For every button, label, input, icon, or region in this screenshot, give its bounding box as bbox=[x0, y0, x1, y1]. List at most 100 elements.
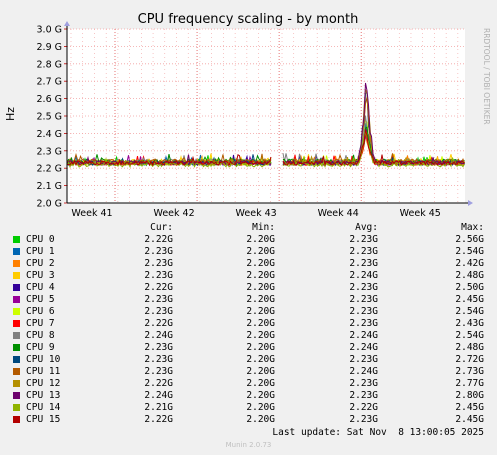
legend-row: CPU 1 2.23G 2.20G 2.23G 2.54G bbox=[0, 246, 497, 258]
legend-min-value: 2.20G bbox=[246, 234, 275, 245]
legend-max-value: 2.72G bbox=[455, 354, 484, 365]
legend-series-name: CPU 10 bbox=[26, 354, 61, 365]
x-axis-arrow bbox=[468, 200, 473, 206]
legend-max-value: 2.48G bbox=[455, 270, 484, 281]
legend-row: CPU 4 2.22G 2.20G 2.23G 2.50G bbox=[0, 282, 497, 294]
legend-max-value: 2.43G bbox=[455, 318, 484, 329]
y-axis-arrow bbox=[64, 21, 70, 26]
legend-avg-value: 2.23G bbox=[349, 318, 378, 329]
legend-swatch bbox=[13, 332, 20, 339]
legend-avg-value: 2.23G bbox=[349, 294, 378, 305]
legend-row: CPU 12 2.22G 2.20G 2.23G 2.77G bbox=[0, 378, 497, 390]
legend-max-value: 2.77G bbox=[455, 378, 484, 389]
chart-title: CPU frequency scaling - by month bbox=[138, 12, 359, 27]
legend-series-name: CPU 13 bbox=[26, 390, 61, 401]
x-tick-label: Week 43 bbox=[236, 208, 277, 219]
y-tick-label: 2.2 G bbox=[37, 164, 63, 175]
legend-row: CPU 10 2.23G 2.20G 2.23G 2.72G bbox=[0, 354, 497, 366]
legend-cur-value: 2.22G bbox=[144, 318, 173, 329]
legend-swatch bbox=[13, 308, 20, 315]
legend-avg-value: 2.24G bbox=[349, 342, 378, 353]
legend-avg-value: 2.23G bbox=[349, 414, 378, 425]
y-tick-label: 2.5 G bbox=[37, 112, 63, 123]
legend-cur-value: 2.23G bbox=[144, 366, 173, 377]
legend-series-name: CPU 9 bbox=[26, 342, 55, 353]
y-tick-label: 2.1 G bbox=[37, 181, 63, 192]
legend-cur-value: 2.24G bbox=[144, 330, 173, 341]
legend-row: CPU 13 2.24G 2.20G 2.23G 2.80G bbox=[0, 390, 497, 402]
legend-swatch bbox=[13, 356, 20, 363]
legend-swatch bbox=[13, 380, 20, 387]
legend-row: CPU 14 2.21G 2.20G 2.22G 2.45G bbox=[0, 402, 497, 414]
series-line bbox=[66, 154, 272, 167]
x-tick-label: Week 42 bbox=[153, 208, 194, 219]
legend-row: CPU 7 2.22G 2.20G 2.23G 2.43G bbox=[0, 318, 497, 330]
col-cur-header: Cur: bbox=[150, 222, 173, 233]
legend-max-value: 2.54G bbox=[455, 330, 484, 341]
legend-avg-value: 2.24G bbox=[349, 330, 378, 341]
legend-row: CPU 6 2.23G 2.20G 2.23G 2.54G bbox=[0, 306, 497, 318]
legend-cur-value: 2.21G bbox=[144, 402, 173, 413]
legend-min-value: 2.20G bbox=[246, 402, 275, 413]
legend-cur-value: 2.23G bbox=[144, 258, 173, 269]
legend-avg-value: 2.23G bbox=[349, 246, 378, 257]
legend-row: CPU 11 2.23G 2.20G 2.24G 2.73G bbox=[0, 366, 497, 378]
grid bbox=[67, 28, 465, 203]
legend-swatch bbox=[13, 248, 20, 255]
legend-series-name: CPU 7 bbox=[26, 318, 55, 329]
last-update: Last update: Sat Nov 8 13:00:05 2025 bbox=[272, 427, 484, 438]
rrdtool-watermark: RRDTOOL / TOBI OETIKER bbox=[482, 28, 491, 125]
legend-min-value: 2.20G bbox=[246, 390, 275, 401]
col-min-header: Min: bbox=[252, 222, 275, 233]
legend-min-value: 2.20G bbox=[246, 342, 275, 353]
col-avg-header: Avg: bbox=[355, 222, 378, 233]
axes bbox=[64, 21, 473, 206]
legend-min-value: 2.20G bbox=[246, 414, 275, 425]
legend-cur-value: 2.23G bbox=[144, 294, 173, 305]
legend-min-value: 2.20G bbox=[246, 378, 275, 389]
legend-series-name: CPU 15 bbox=[26, 414, 61, 425]
legend-min-value: 2.20G bbox=[246, 306, 275, 317]
legend-swatch bbox=[13, 404, 20, 411]
legend-series-name: CPU 6 bbox=[26, 306, 55, 317]
legend-series-name: CPU 5 bbox=[26, 294, 55, 305]
chart: CPU frequency scaling - by month Hz RRDT… bbox=[4, 12, 491, 219]
legend-series-name: CPU 14 bbox=[26, 402, 61, 413]
legend-max-value: 2.45G bbox=[455, 294, 484, 305]
legend-min-value: 2.20G bbox=[246, 258, 275, 269]
legend-min-value: 2.20G bbox=[246, 330, 275, 341]
legend-series-name: CPU 4 bbox=[26, 282, 55, 293]
y-tick-label: 2.7 G bbox=[37, 77, 63, 88]
legend-row: CPU 0 2.22G 2.20G 2.23G 2.56G bbox=[0, 234, 497, 246]
legend-row: CPU 5 2.23G 2.20G 2.23G 2.45G bbox=[0, 294, 497, 306]
legend-cur-value: 2.23G bbox=[144, 354, 173, 365]
legend-max-value: 2.45G bbox=[455, 402, 484, 413]
legend-cur-value: 2.22G bbox=[144, 378, 173, 389]
legend-row: CPU 8 2.24G 2.20G 2.24G 2.54G bbox=[0, 330, 497, 342]
legend-max-value: 2.42G bbox=[455, 258, 484, 269]
legend-series-name: CPU 2 bbox=[26, 258, 55, 269]
legend-series-name: CPU 1 bbox=[26, 246, 55, 257]
legend-min-value: 2.20G bbox=[246, 246, 275, 257]
legend-swatch bbox=[13, 344, 20, 351]
legend-avg-value: 2.23G bbox=[349, 378, 378, 389]
legend-swatch bbox=[13, 236, 20, 243]
legend-swatch bbox=[13, 368, 20, 375]
series-lines bbox=[66, 82, 465, 169]
series-line bbox=[282, 129, 465, 167]
legend-avg-value: 2.22G bbox=[349, 402, 378, 413]
legend-min-value: 2.20G bbox=[246, 318, 275, 329]
legend-cur-value: 2.24G bbox=[144, 390, 173, 401]
y-tick-label: 2.4 G bbox=[37, 129, 63, 140]
legend-header: Cur: Min: Avg: Max: bbox=[0, 222, 497, 234]
legend-avg-value: 2.23G bbox=[349, 258, 378, 269]
legend-swatch bbox=[13, 284, 20, 291]
series-line bbox=[66, 157, 272, 169]
legend-series-name: CPU 11 bbox=[26, 366, 61, 377]
x-tick-label: Week 44 bbox=[318, 208, 359, 219]
y-tick-label: 2.3 G bbox=[37, 146, 63, 157]
legend-swatch bbox=[13, 392, 20, 399]
y-tick-label: 2.0 G bbox=[37, 199, 63, 210]
legend-min-value: 2.20G bbox=[246, 354, 275, 365]
legend-series-name: CPU 12 bbox=[26, 378, 61, 389]
